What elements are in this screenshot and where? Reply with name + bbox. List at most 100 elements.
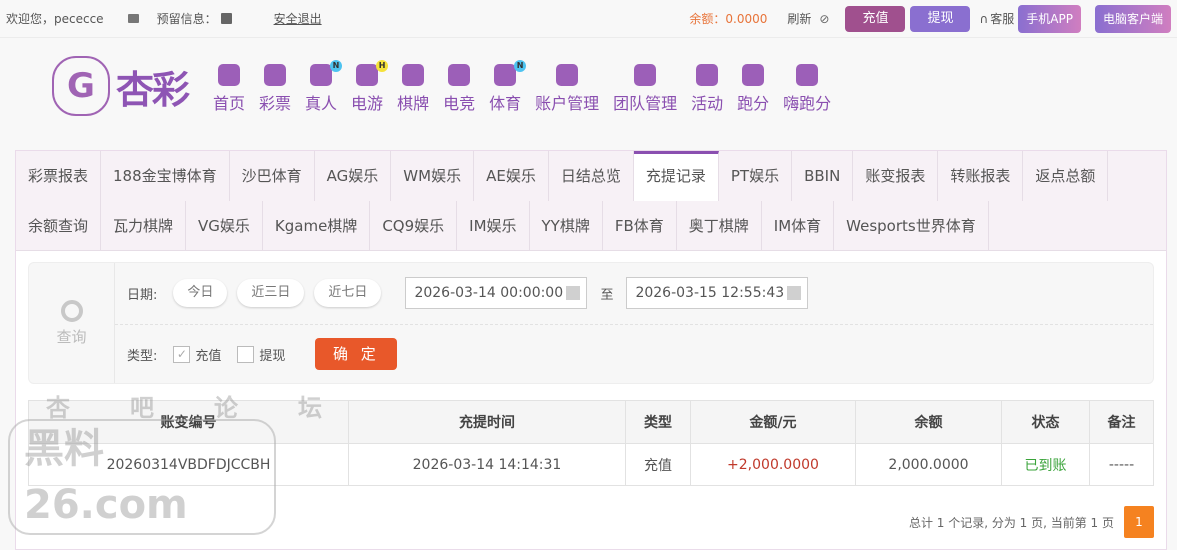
top-bar: 欢迎您，pececce 预留信息： 安全退出 余额：0.0000 刷新 ⊘ 充值… bbox=[0, 0, 1177, 38]
report-tab[interactable]: 转账报表 bbox=[938, 151, 1024, 201]
column-header: 金额/元 bbox=[690, 400, 856, 444]
team-icon bbox=[634, 64, 657, 86]
deposit-checkbox[interactable]: ✓ bbox=[173, 345, 191, 363]
withdraw-button[interactable]: 提现 bbox=[910, 5, 971, 32]
start-date-input[interactable]: 2026-03-14 00:00:00 bbox=[405, 277, 588, 309]
nav-item-label: 体育 bbox=[489, 94, 522, 113]
page-button-1[interactable]: 1 bbox=[1124, 506, 1154, 538]
welcome-text: 欢迎您，pececce bbox=[6, 12, 104, 26]
report-tab[interactable]: IM体育 bbox=[762, 201, 835, 251]
report-tab[interactable]: Wesports世界体育 bbox=[834, 201, 989, 251]
report-tab[interactable]: BBIN bbox=[792, 151, 854, 201]
report-tab[interactable]: 返点总额 bbox=[1023, 151, 1109, 201]
nav-item[interactable]: 账户管理 bbox=[528, 64, 606, 114]
refresh-button[interactable]: 刷新 bbox=[787, 12, 812, 26]
report-tab[interactable]: AE娱乐 bbox=[474, 151, 549, 201]
support-link[interactable]: 客服 bbox=[990, 12, 1015, 26]
nav-item[interactable]: 首页 bbox=[206, 64, 252, 114]
table-cell: 20260314VBDFDJCCBH bbox=[28, 443, 349, 486]
type-row: 类型: ✓ 充值 提现 确 定 bbox=[127, 338, 398, 370]
gift-icon bbox=[696, 64, 719, 86]
date-row: 日期: 今日 近三日 近七日 2026-03-14 00:00:00 至 202… bbox=[127, 277, 809, 309]
report-tab[interactable]: WM娱乐 bbox=[391, 151, 475, 201]
calendar-icon[interactable] bbox=[787, 286, 802, 300]
column-header: 账变编号 bbox=[28, 400, 349, 444]
eye-off-icon[interactable]: ⊘ bbox=[819, 11, 830, 26]
report-tab[interactable]: 沙巴体育 bbox=[230, 151, 315, 201]
header: G 杏彩 首页 彩票 N 真人 H 电游 棋牌 电竞 N 体育 账户管理 团队管理 活动 跑分 嗨跑分 bbox=[0, 38, 1177, 150]
report-tab[interactable]: FB体育 bbox=[603, 201, 677, 251]
records-table: 账变编号 充提时间 类型 金额/元 余额 状态 备注 20260314VBDFDJCCBH 2… bbox=[28, 400, 1154, 486]
report-tab[interactable]: AG娱乐 bbox=[315, 151, 392, 201]
nav-item-label: 电游 bbox=[351, 94, 384, 113]
nav-item[interactable]: H 电游 bbox=[344, 60, 390, 114]
confirm-button[interactable]: 确 定 bbox=[315, 338, 398, 370]
logout-link[interactable]: 安全退出 bbox=[273, 12, 322, 26]
query-section[interactable]: 查询 bbox=[29, 263, 115, 383]
nav-item[interactable]: 彩票 bbox=[252, 64, 298, 114]
nav-item[interactable]: N 体育 bbox=[482, 60, 528, 114]
report-tab[interactable]: CQ9娱乐 bbox=[370, 201, 458, 251]
table-cell: 2026-03-14 14:14:31 bbox=[348, 443, 626, 486]
nav-item[interactable]: 棋牌 bbox=[390, 64, 436, 114]
report-tab[interactable]: 余额查询 bbox=[16, 201, 102, 251]
column-header: 余额 bbox=[855, 400, 1002, 444]
report-tab[interactable]: 账变报表 bbox=[853, 151, 939, 201]
reserved-info-label: 预留信息： bbox=[156, 12, 217, 26]
nav-item[interactable]: 嗨跑分 bbox=[776, 64, 838, 114]
report-tab[interactable]: 188金宝博体育 bbox=[101, 151, 230, 201]
edit-icon[interactable] bbox=[220, 13, 232, 24]
deposit-checkbox-label: 充值 bbox=[195, 348, 222, 364]
report-tab[interactable]: 瓦力棋牌 bbox=[101, 201, 187, 251]
nav-item-label: 彩票 bbox=[259, 94, 292, 113]
report-tab[interactable]: 彩票报表 bbox=[16, 151, 102, 201]
nav-item[interactable]: 活动 bbox=[684, 64, 730, 114]
report-tab[interactable]: YY棋牌 bbox=[530, 201, 603, 251]
rhino-icon bbox=[742, 64, 765, 86]
nav-item-label: 跑分 bbox=[737, 94, 770, 113]
report-tab[interactable]: 奥丁棋牌 bbox=[677, 201, 762, 251]
nav-item-label: 首页 bbox=[213, 94, 246, 113]
last7-button[interactable]: 近七日 bbox=[314, 279, 382, 307]
nav-item-label: 棋牌 bbox=[397, 94, 430, 113]
report-tabs: 彩票报表 188金宝博体育 沙巴体育 AG娱乐 WM娱乐 AE娱乐 日结总览 充提记录 PT娱乐… bbox=[16, 151, 1166, 251]
balance-text: 余额：0.0000 bbox=[689, 12, 768, 26]
report-tab[interactable]: PT娱乐 bbox=[719, 151, 793, 201]
type-label: 类型: bbox=[127, 348, 158, 364]
report-tab[interactable]: VG娱乐 bbox=[186, 201, 263, 251]
withdraw-checkbox[interactable] bbox=[237, 345, 255, 363]
nav-badge: N bbox=[330, 60, 343, 72]
pagination-summary: 总计 1 个记录, 分为 1 页, 当前第 1 页 bbox=[908, 515, 1114, 530]
end-date-input[interactable]: 2026-03-15 12:55:43 bbox=[626, 277, 809, 309]
nav-item-label: 真人 bbox=[305, 94, 338, 113]
nav-item[interactable]: 跑分 bbox=[730, 64, 776, 114]
mobile-app-button[interactable]: 手机APP bbox=[1018, 4, 1081, 33]
mail-icon[interactable] bbox=[127, 14, 139, 23]
start-date-value: 2026-03-14 00:00:00 bbox=[414, 285, 564, 301]
end-date-value: 2026-03-15 12:55:43 bbox=[635, 285, 785, 301]
deposit-button[interactable]: 充值 bbox=[845, 5, 906, 32]
ticket-icon bbox=[264, 64, 287, 86]
column-header: 备注 bbox=[1089, 400, 1154, 444]
report-tab[interactable]: IM娱乐 bbox=[457, 201, 530, 251]
report-tab[interactable]: Kgame棋牌 bbox=[263, 201, 371, 251]
today-button[interactable]: 今日 bbox=[173, 279, 228, 307]
logo[interactable]: G 杏彩 bbox=[52, 56, 190, 116]
report-tab[interactable]: 充提记录 bbox=[633, 151, 719, 201]
nav-item[interactable]: 电竞 bbox=[436, 64, 482, 114]
pc-client-button[interactable]: 电脑客户端 bbox=[1094, 4, 1171, 33]
headset-icon: ∩ bbox=[979, 11, 989, 26]
nav-item[interactable]: N 真人 bbox=[298, 60, 344, 114]
nav-badge: N bbox=[514, 60, 527, 72]
to-label: 至 bbox=[600, 287, 614, 303]
report-tab[interactable]: 日结总览 bbox=[549, 151, 634, 201]
last3-button[interactable]: 近三日 bbox=[237, 279, 305, 307]
pagination: 总计 1 个记录, 分为 1 页, 当前第 1 页 1 bbox=[909, 506, 1154, 538]
nav-item[interactable]: 团队管理 bbox=[606, 64, 684, 114]
column-header: 状态 bbox=[1001, 400, 1090, 444]
nav-item-label: 活动 bbox=[691, 94, 724, 113]
calendar-icon[interactable] bbox=[566, 286, 581, 300]
logo-mark-icon: G bbox=[52, 56, 110, 116]
table-cell: 已到账 bbox=[1001, 443, 1090, 486]
gamepad-icon: H bbox=[356, 60, 389, 86]
